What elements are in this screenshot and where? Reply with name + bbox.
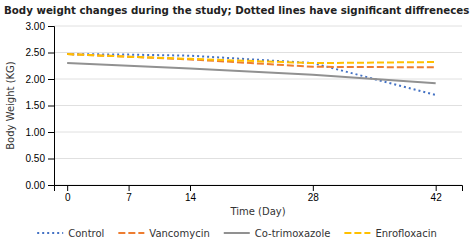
legend-item: Enrofloxacin: [344, 228, 436, 239]
y-tick-mark: [48, 159, 54, 160]
legend-label: Co-trimoxazole: [255, 228, 331, 239]
grid-line: [54, 132, 462, 133]
chart: Body weight changes during the study; Do…: [0, 0, 474, 243]
y-tick: 3.00: [26, 21, 54, 32]
x-tick-mark: [313, 185, 314, 191]
x-tick: 42: [431, 185, 443, 203]
grid-line: [54, 79, 462, 80]
x-axis: 0 7 14 28 42: [55, 185, 463, 203]
grid-line: [54, 52, 462, 53]
x-tick: 7: [126, 185, 132, 203]
legend: Control Vancomycin Co-trimoxazole Enrofloxa…: [37, 228, 437, 239]
y-tick: 1.50: [26, 100, 54, 111]
grid: [54, 26, 462, 185]
x-tick-label: 14: [185, 192, 197, 203]
y-axis: 0.00 0.50 1.00 1.50 2.00 2.50 3.00: [26, 21, 55, 191]
x-tick: 14: [185, 185, 197, 203]
legend-item: Co-trimoxazole: [224, 228, 331, 239]
y-tick-mark: [48, 53, 54, 54]
x-tick-mark: [129, 185, 130, 191]
y-tick-mark: [48, 79, 54, 80]
y-tick-mark: [48, 132, 54, 133]
x-tick-mark: [67, 185, 68, 191]
series-line: [67, 63, 436, 83]
legend-swatch: [344, 232, 370, 234]
y-tick-label: 1.50: [26, 100, 46, 111]
lines: [67, 54, 436, 95]
y-tick-label: 3.00: [26, 21, 46, 32]
legend-label: Vancomycin: [149, 228, 209, 239]
y-tick-label: 0.00: [26, 180, 46, 191]
y-tick-label: 1.00: [26, 127, 46, 138]
y-tick-label: 2.00: [26, 74, 46, 85]
grid-line: [54, 158, 462, 159]
legend-item: Control: [37, 228, 104, 239]
grid-line: [54, 26, 462, 27]
x-axis-line: [55, 186, 463, 192]
y-axis-title: Body Weight (KG): [5, 61, 16, 150]
y-tick-mark: [48, 185, 54, 186]
series-line: [67, 54, 436, 63]
legend-label: Enrofloxacin: [375, 228, 436, 239]
series-line: [67, 54, 436, 95]
x-tick: 0: [65, 185, 71, 203]
legend-swatch: [118, 232, 144, 234]
y-axis-line: [48, 27, 55, 186]
x-tick-mark: [190, 185, 191, 191]
y-tick: 0.00: [26, 180, 54, 191]
title: Body weight changes during the study; Do…: [4, 4, 469, 16]
x-tick-mark: [436, 185, 437, 191]
y-tick-mark: [48, 106, 54, 107]
y-tick-label: 0.50: [26, 153, 46, 164]
legend-label: Control: [68, 228, 104, 239]
legend-item: Vancomycin: [118, 228, 209, 239]
y-tick-label: 2.50: [26, 47, 46, 58]
y-tick: 2.00: [26, 74, 54, 85]
x-tick-label: 0: [65, 192, 71, 203]
x-tick-label: 42: [431, 192, 443, 203]
y-tick: 0.50: [26, 153, 54, 164]
x-tick: 28: [308, 185, 320, 203]
plot: 0 7 14 28 42 0.00 0.50 1.00 1.50 2.00 2.50 3.00: [26, 21, 463, 203]
x-tick-label: 28: [308, 192, 320, 203]
y-tick-mark: [48, 26, 54, 27]
y-tick: 2.50: [26, 47, 54, 58]
x-tick-label: 7: [126, 192, 132, 203]
grid-line: [54, 105, 462, 106]
x-axis-title: Time (Day): [229, 206, 285, 217]
legend-swatch: [37, 232, 63, 234]
legend-swatch: [224, 232, 250, 234]
y-tick: 1.00: [26, 127, 54, 138]
